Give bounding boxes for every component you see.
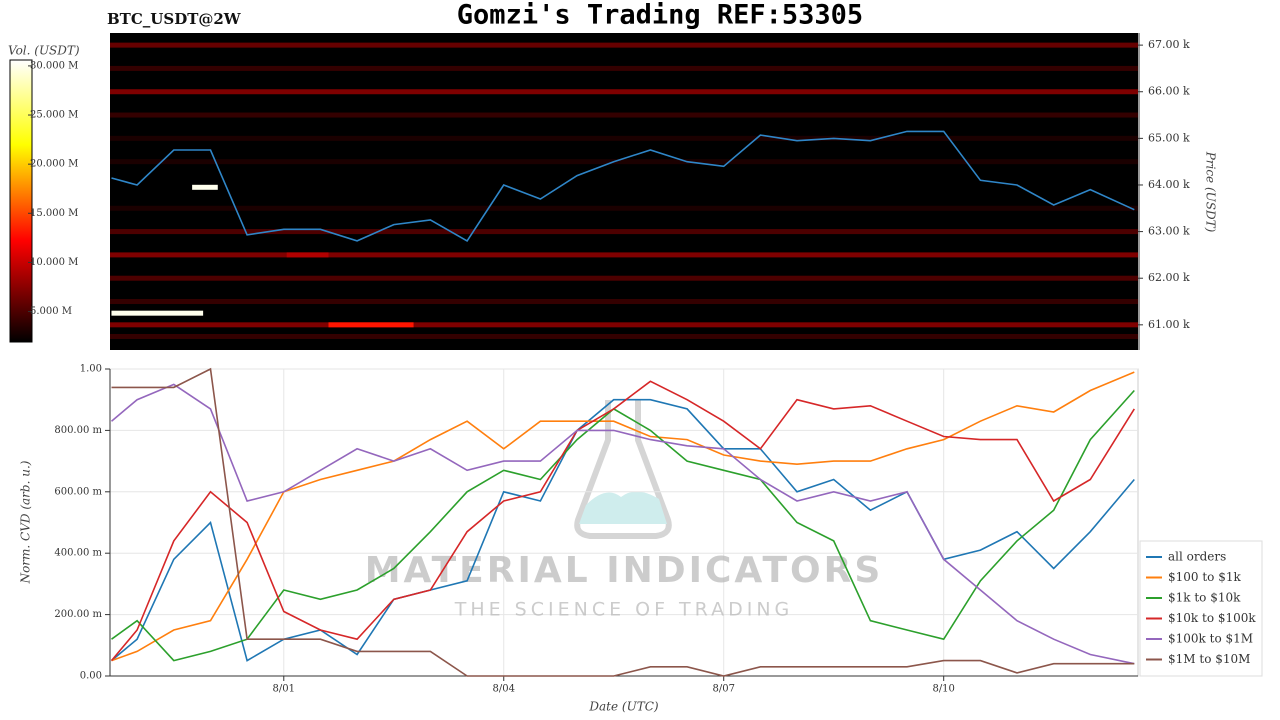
colorbar-tick-label: 5.000 M bbox=[30, 306, 72, 317]
y-tick-label: 0.00 bbox=[80, 671, 102, 682]
y2-tick-label: 63.00 k bbox=[1148, 225, 1190, 238]
liquidity-wall bbox=[192, 184, 218, 190]
y2-tick-label: 61.00 k bbox=[1148, 318, 1190, 331]
colorbar-tick-label: 15.000 M bbox=[30, 208, 78, 219]
legend-label: $1k to $10k bbox=[1168, 591, 1241, 605]
y2-tick-label: 64.00 k bbox=[1148, 178, 1190, 191]
legend-label: all orders bbox=[1168, 550, 1226, 564]
legend-label: $1M to $10M bbox=[1168, 652, 1250, 666]
colorbar-tick-label: 25.000 M bbox=[30, 110, 78, 121]
legend-label: $10k to $100k bbox=[1168, 611, 1256, 625]
x-tick-label: 8/04 bbox=[493, 684, 515, 695]
y2-tick-label: 66.00 k bbox=[1148, 85, 1190, 98]
liquidity-level bbox=[110, 322, 1138, 328]
x-tick-label: 8/10 bbox=[932, 684, 954, 695]
liquidity-level bbox=[110, 299, 1138, 305]
liquidity-level bbox=[110, 135, 1138, 141]
colorbar-label: Vol. (USDT) bbox=[8, 44, 80, 58]
y2-label: Price (USDT) bbox=[1204, 151, 1218, 233]
liquidity-level bbox=[110, 333, 1138, 339]
x-label: Date (UTC) bbox=[588, 700, 658, 714]
liquidity-level bbox=[110, 65, 1138, 71]
series-line bbox=[111, 371, 1135, 662]
series-line bbox=[110, 383, 1135, 665]
liquidity-level bbox=[110, 159, 1138, 165]
liquidity-level bbox=[110, 275, 1138, 281]
y-tick-label: 1.00 bbox=[80, 364, 102, 375]
watermark: THE SCIENCE OF TRADING bbox=[454, 599, 794, 621]
legend-label: $100k to $1M bbox=[1168, 632, 1253, 646]
y2-tick-label: 62.00 k bbox=[1148, 271, 1190, 284]
liquidity-wall bbox=[111, 310, 204, 316]
liquidity-level bbox=[110, 229, 1138, 235]
legend-label: $100 to $1k bbox=[1168, 570, 1241, 584]
liquidity-wall bbox=[286, 252, 329, 258]
price-line bbox=[111, 130, 1135, 242]
chart-title: Gomzi's Trading REF:53305 bbox=[457, 0, 863, 31]
y-label: Norm. CVD (arb. u.) bbox=[19, 460, 33, 584]
liquidity-level bbox=[110, 205, 1138, 211]
x-tick-label: 8/01 bbox=[273, 684, 295, 695]
y-tick-label: 600.00 m bbox=[54, 486, 102, 497]
y2-tick-label: 65.00 k bbox=[1148, 131, 1190, 144]
y2-tick-label: 67.00 k bbox=[1148, 38, 1190, 51]
colorbar-tick-label: 20.000 M bbox=[30, 159, 78, 170]
heatmap-bg bbox=[110, 33, 1138, 350]
liquidity-level bbox=[110, 42, 1138, 48]
series-line bbox=[110, 380, 1135, 662]
liquidity-level bbox=[110, 112, 1138, 118]
subtitle: BTC_USDT@2W bbox=[107, 10, 242, 28]
liquidity-wall bbox=[328, 322, 414, 328]
liquidity-level bbox=[110, 89, 1138, 95]
colorbar bbox=[9, 59, 33, 343]
colorbar-tick-label: 30.000 M bbox=[30, 60, 78, 71]
series-line bbox=[111, 367, 1135, 677]
y-tick-label: 200.00 m bbox=[54, 609, 102, 620]
watermark-icon bbox=[574, 400, 672, 539]
legend-box bbox=[1139, 540, 1263, 677]
series-line bbox=[110, 398, 1135, 662]
y-tick-label: 800.00 m bbox=[54, 425, 102, 436]
y-tick-label: 400.00 m bbox=[54, 548, 102, 559]
colorbar-tick-label: 10.000 M bbox=[30, 257, 78, 268]
liquidity-level bbox=[110, 252, 1138, 258]
x-tick-label: 8/07 bbox=[712, 684, 734, 695]
